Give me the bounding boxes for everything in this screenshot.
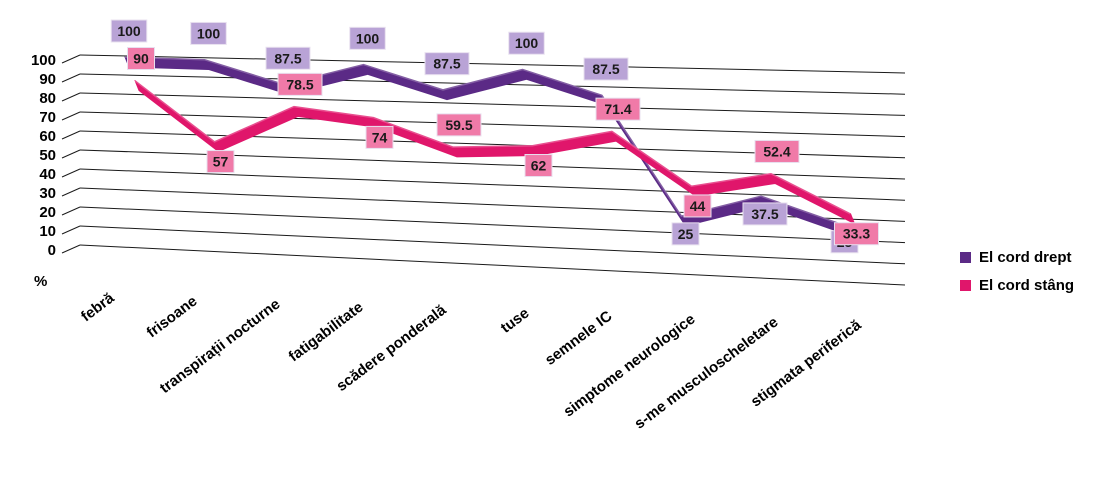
data-label: 100 [515,35,539,51]
data-label: 25 [678,226,694,242]
data-label: 71.4 [604,101,631,117]
data-label: 52.4 [763,143,790,159]
data-label-box [754,139,800,163]
data-label-box [524,154,553,178]
gridline-depth [61,73,81,83]
y-tick-label: 70 [39,109,56,126]
y-tick-label: 90 [39,71,56,88]
data-label-box [110,19,148,43]
gridline-depth [61,168,81,178]
data-label: 87.5 [433,56,460,72]
data-label: 87.5 [274,50,301,66]
gridline [79,111,906,138]
legend-swatch [960,252,971,263]
gridline-depth [61,130,81,140]
category-label: fatigabilitate [286,299,367,366]
y-tick-label: 80 [39,90,56,107]
y-tick-label: 60 [39,128,56,145]
category-label: frisoane [144,293,201,342]
data-label-box [424,52,470,76]
data-label-box [127,47,155,70]
y-tick-label: 50 [39,147,56,164]
gridline-depth [61,149,81,159]
gridline-depth [61,54,81,64]
data-label: 100 [117,23,141,39]
gridline [79,225,906,265]
gridline [79,92,906,116]
data-labels: 10010087.510087.510087.52537.525905778.5… [110,19,879,254]
data-label: 33.3 [843,226,870,242]
legend-swatch [960,280,971,291]
data-label-box [583,57,629,81]
legend-entry: El cord stâng [979,277,1074,294]
gridline [79,54,906,74]
series-line [134,79,851,215]
data-label-box [206,150,235,174]
legend-entry: El cord drept [979,249,1072,266]
y-tick-label: 30 [39,185,56,202]
category-label: febră [78,289,118,325]
data-label: 100 [356,30,380,46]
data-label-box [834,222,879,246]
gridline-depth [61,187,81,197]
category-label: s-me musculoscheletare [631,314,781,433]
y-tick-label: 10 [39,223,56,240]
data-label-box [190,21,227,45]
data-label: 59.5 [445,117,472,133]
data-label-box [436,113,482,137]
data-label: 62 [531,158,547,174]
y-tick-label: 20 [39,204,56,221]
data-label: 37.5 [751,206,778,222]
gridline-depth [61,225,81,235]
data-label-box [277,72,323,96]
data-label: 87.5 [592,61,619,77]
data-label: 44 [690,198,706,214]
data-label-box [683,194,712,218]
data-label-box [365,125,394,149]
category-label: tuse [498,305,533,337]
gridline-depth [61,92,81,102]
data-label-box [508,31,545,55]
gridline-depth [61,206,81,216]
series-line [124,56,841,225]
data-label-box [742,202,788,226]
y-axis-label: % [34,273,47,290]
data-label: 57 [213,154,229,170]
data-label: 74 [372,129,388,145]
gridline [79,244,906,286]
data-label: 100 [197,25,221,41]
y-tick-label: 40 [39,166,56,183]
gridline [79,168,906,201]
data-label: 78.5 [286,76,313,92]
data-label-box [349,26,386,50]
data-label-box [671,222,700,246]
gridline [79,206,906,244]
y-tick-labels: 0 10 20 30 40 50 60 70 80 90 100 [31,52,56,259]
gridline-depth [61,111,81,121]
legend: El cord drept El cord stâng [960,249,1074,294]
data-label: 90 [133,51,149,67]
y-tick-label: 0 [48,242,56,259]
data-label-box [595,97,641,121]
data-label-box [265,46,311,70]
y-tick-label: 100 [31,52,56,69]
category-label: semnele IC [542,308,616,369]
gridline-depth [61,244,81,254]
